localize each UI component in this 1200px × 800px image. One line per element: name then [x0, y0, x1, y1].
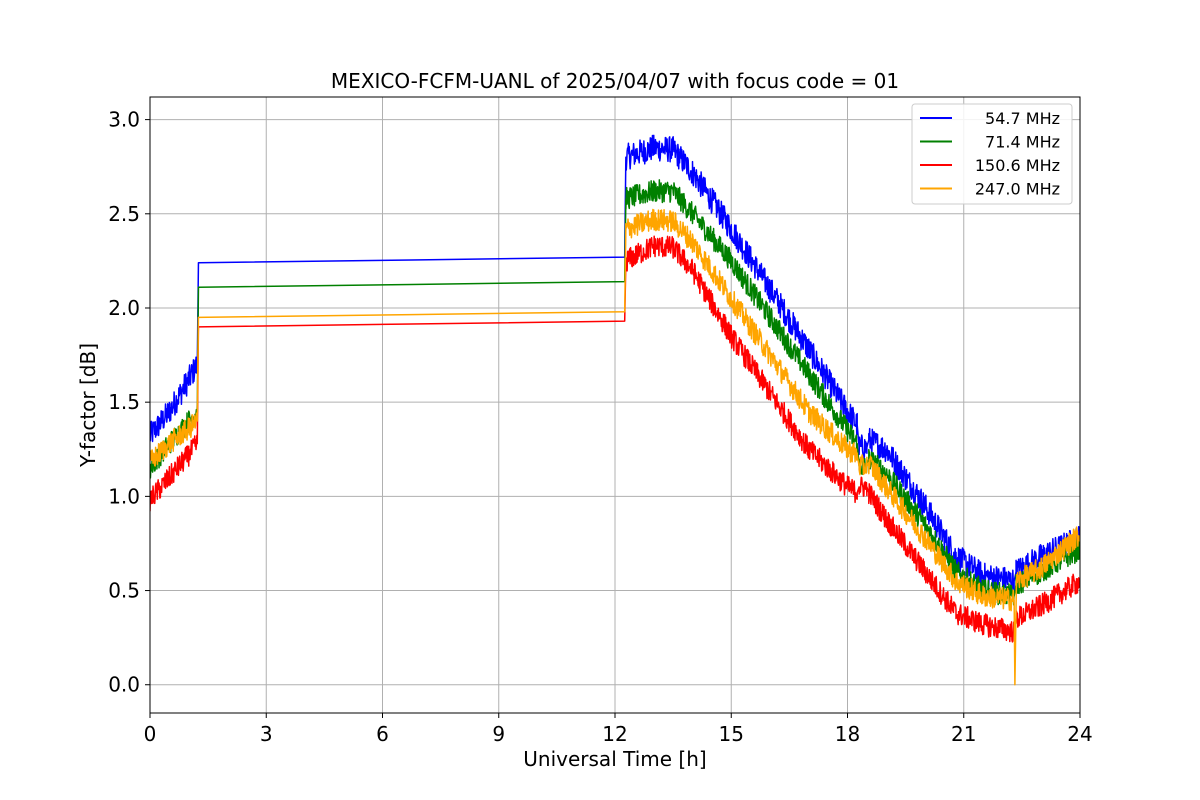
y-tick-label: 1.0	[108, 484, 140, 508]
x-tick-label: 9	[492, 722, 505, 746]
x-tick-label: 21	[951, 722, 976, 746]
x-tick-label: 18	[835, 722, 860, 746]
y-tick-label: 0.0	[108, 673, 140, 697]
x-tick-label: 15	[719, 722, 744, 746]
x-axis-ticks: 0 3 6 9 12 15 18 21 24	[144, 713, 1093, 746]
legend-label: 54.7 MHz	[985, 109, 1060, 128]
legend-label: 71.4 MHz	[985, 133, 1060, 152]
y-tick-label: 2.5	[108, 202, 140, 226]
series-line-2	[150, 235, 1080, 643]
plot-area	[150, 134, 1080, 686]
legend-label: 247.0 MHz	[975, 180, 1060, 199]
y-axis-ticks: 0.0 0.5 1.0 1.5 2.0 2.5 3.0	[108, 108, 150, 697]
legend: 54.7 MHz 71.4 MHz 150.6 MHz 247.0 MHz	[911, 103, 1073, 205]
x-tick-label: 0	[144, 722, 157, 746]
series-layer	[150, 134, 1080, 686]
series-line-3	[150, 208, 1080, 686]
x-tick-label: 12	[602, 722, 627, 746]
chart-title: MEXICO-FCFM-UANL of 2025/04/07 with focu…	[331, 69, 899, 93]
x-tick-label: 6	[376, 722, 389, 746]
legend-box	[911, 103, 1073, 205]
y-tick-label: 1.5	[108, 390, 140, 414]
x-tick-label: 24	[1067, 722, 1092, 746]
y-tick-label: 0.5	[108, 579, 140, 603]
legend-label: 150.6 MHz	[975, 156, 1060, 175]
x-axis-label: Universal Time [h]	[523, 747, 706, 771]
y-tick-label: 2.0	[108, 296, 140, 320]
y-axis-label: Y-factor [dB]	[76, 343, 100, 468]
x-tick-label: 3	[260, 722, 273, 746]
y-tick-label: 3.0	[108, 108, 140, 132]
